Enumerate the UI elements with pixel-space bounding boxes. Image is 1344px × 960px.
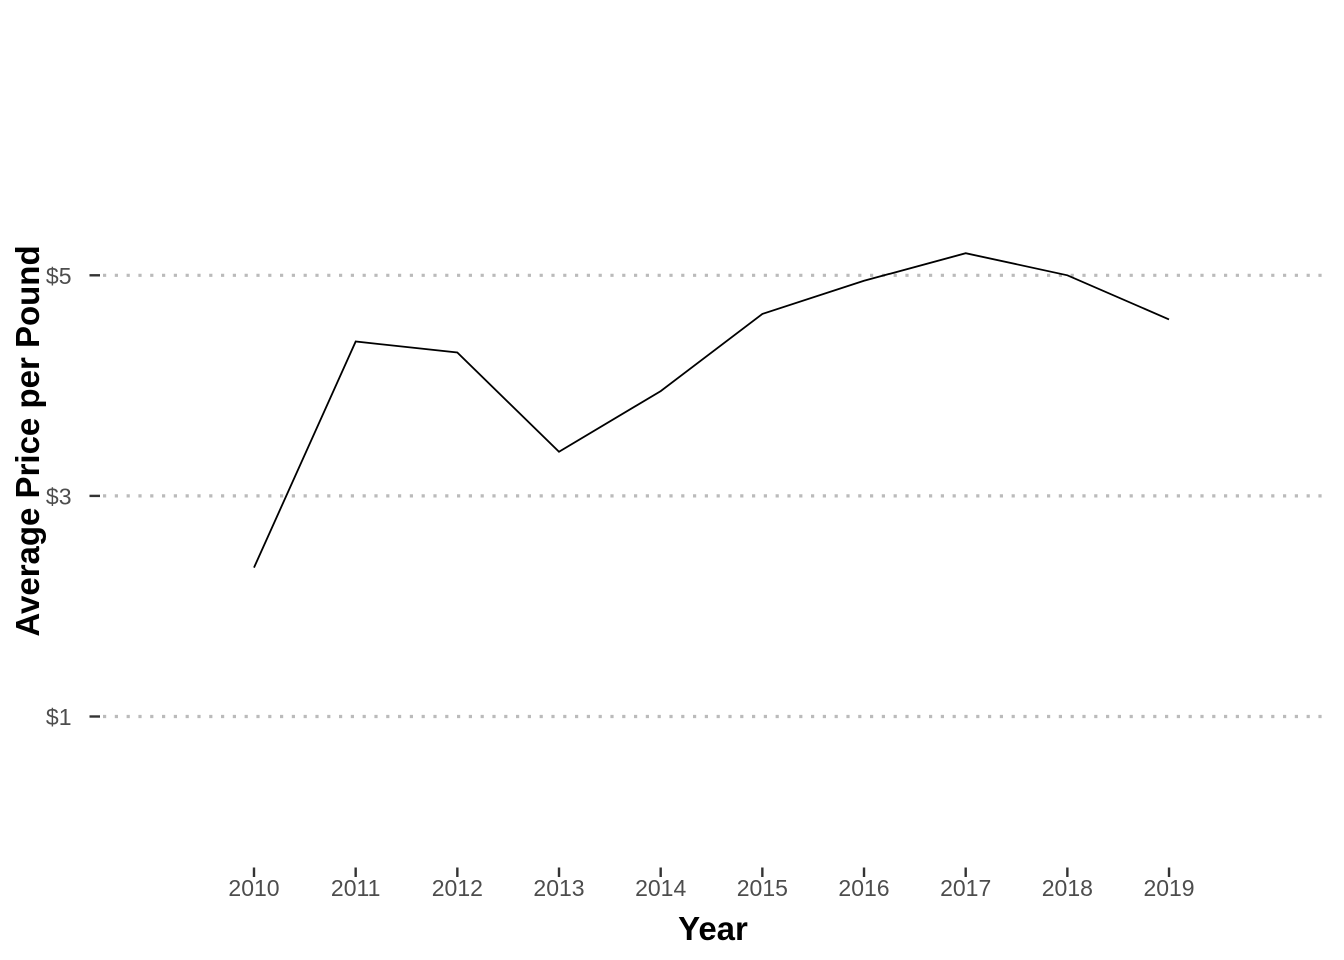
x-tick-label: 2018 <box>1042 875 1093 901</box>
x-tick-label: 2011 <box>331 875 380 901</box>
y-tick-label: $1 <box>46 704 72 730</box>
y-tick-label: $5 <box>46 263 72 289</box>
x-tick-label: 2017 <box>940 875 991 901</box>
x-tick-label: 2019 <box>1143 875 1194 901</box>
y-tick-label: $3 <box>46 483 72 509</box>
x-axis-title: Year <box>678 910 748 947</box>
x-tick-label: 2010 <box>228 875 279 901</box>
x-tick-label: 2015 <box>737 875 788 901</box>
x-tick-label: 2014 <box>635 875 686 901</box>
x-tick-label: 2016 <box>838 875 889 901</box>
x-tick-label: 2012 <box>432 875 483 901</box>
y-axis-title: Average Price per Pound <box>9 245 46 637</box>
x-tick-label: 2013 <box>533 875 584 901</box>
price-line <box>253 252 1170 568</box>
